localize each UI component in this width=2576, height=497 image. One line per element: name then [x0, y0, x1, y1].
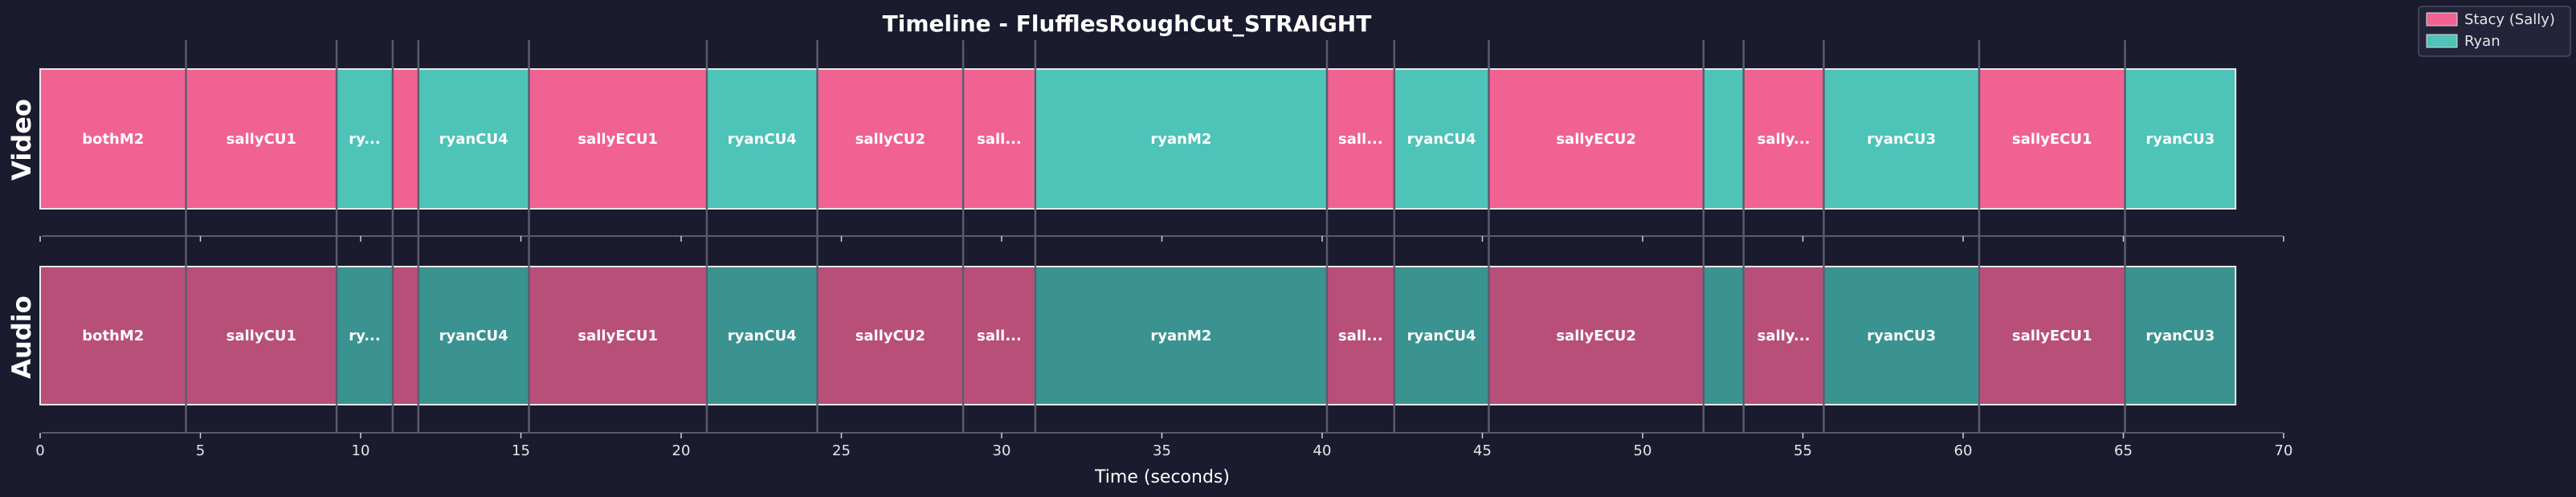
x-tick-label: 50	[1634, 442, 1652, 459]
x-axis-label: Time (seconds)	[1094, 467, 1230, 487]
video-clip-label: sall...	[977, 131, 1022, 148]
x-tick-label: 65	[2114, 442, 2133, 459]
audio-clip-label: ry...	[349, 328, 380, 344]
x-tick-label: 25	[832, 442, 851, 459]
audio-clip-sally[interactable]	[1742, 266, 1825, 405]
audio-clip-label: sallyECU1	[2012, 328, 2092, 344]
video-clip-bothM2[interactable]	[39, 68, 187, 210]
video-clip-label: sallyECU1	[2012, 131, 2092, 148]
audio-track: bothM2 sallyCU1 ry... ryanCU4 sallyECU1 ryanC…	[39, 266, 2237, 405]
audio-clip-ryanCU3[interactable]	[2124, 266, 2237, 405]
video-clip-unlabeled[interactable]	[391, 68, 419, 210]
video-clip-ryanCU3[interactable]	[2124, 68, 2237, 210]
x-tick-label: 35	[1153, 442, 1171, 459]
x-tick-label: 20	[672, 442, 691, 459]
audio-clip-sall[interactable]	[1325, 266, 1395, 405]
audio-clip-ryanCU4[interactable]	[1393, 266, 1490, 405]
audio-clip-sall[interactable]	[962, 266, 1036, 405]
video-clip-sallyCU2[interactable]	[816, 68, 965, 210]
audio-clip-label: sally...	[1757, 328, 1811, 344]
x-tick-label: 60	[1954, 442, 1973, 459]
audio-clip-ry[interactable]	[336, 266, 394, 405]
audio-clip-sallyECU2[interactable]	[1488, 266, 1704, 405]
x-tick-label: 45	[1473, 442, 1492, 459]
audio-clip-label: sall...	[1338, 328, 1383, 344]
audio-clip-label: ryanCU4	[728, 328, 797, 344]
legend-label-stacy: Stacy (Sally)	[2464, 11, 2555, 28]
legend-swatch-ryan	[2426, 34, 2458, 48]
audio-clip-ryanCU4[interactable]	[417, 266, 530, 405]
audio-clip-sallyCU2[interactable]	[816, 266, 965, 405]
video-clip-label: ryanM2	[1150, 131, 1211, 148]
video-clip-label: sallyCU1	[227, 131, 296, 148]
audio-clip-sallyCU1[interactable]	[185, 266, 338, 405]
video-clip-unlabeled[interactable]	[1702, 68, 1745, 210]
video-clip-label: bothM2	[82, 131, 144, 148]
video-clip-label: sallyECU1	[578, 131, 658, 148]
audio-clip-label: sallyCU2	[855, 328, 925, 344]
video-clip-label: ryanCU4	[1407, 131, 1476, 148]
video-clip-ryanCU3[interactable]	[1823, 68, 1980, 210]
video-clip-label: sallyECU2	[1556, 131, 1636, 148]
video-clip-ryanCU4[interactable]	[1393, 68, 1490, 210]
audio-clip-label: sallyECU1	[578, 328, 658, 344]
x-tick-label: 0	[35, 442, 44, 459]
x-tick-label: 55	[1794, 442, 1812, 459]
audio-clip-label: sall...	[977, 328, 1022, 344]
audio-clip-label: ryanCU3	[1867, 328, 1936, 344]
x-axis: 0 5 10 15 20 25 30 35 40 45 50 55 60 65 70	[35, 236, 2292, 459]
audio-clip-unlabeled[interactable]	[391, 266, 419, 405]
x-tick-label: 30	[993, 442, 1011, 459]
track-label-audio: Audio	[6, 295, 37, 378]
track-label-video: Video	[6, 99, 37, 181]
video-clip-sallyECU1[interactable]	[528, 68, 708, 210]
x-tick-label: 10	[352, 442, 370, 459]
video-clip-ryanCU4[interactable]	[705, 68, 819, 210]
x-tick-label: 5	[196, 442, 205, 459]
video-clip-label: sally...	[1757, 131, 1811, 148]
video-clip-label: ryanCU3	[2145, 131, 2215, 148]
legend: Stacy (Sally) Ryan	[2418, 6, 2571, 57]
audio-clip-ryanM2[interactable]	[1034, 266, 1328, 405]
audio-clip-unlabeled[interactable]	[1702, 266, 1745, 405]
video-clip-label: sallyCU2	[855, 131, 925, 148]
x-tick-label: 70	[2275, 442, 2293, 459]
audio-clip-bothM2[interactable]	[39, 266, 187, 405]
video-clip-label: ryanCU4	[728, 131, 797, 148]
audio-clip-label: bothM2	[82, 328, 144, 344]
audio-clip-label: ryanM2	[1150, 328, 1211, 344]
audio-clip-label: sallyECU2	[1556, 328, 1636, 344]
video-clip-label: ry...	[349, 131, 380, 148]
video-track: bothM2 sallyCU1 ry... ryanCU4 sallyECU1 ryanC…	[39, 68, 2237, 210]
video-clip-ry[interactable]	[336, 68, 394, 210]
audio-clip-label: ryanCU4	[1407, 328, 1476, 344]
legend-swatch-stacy	[2426, 12, 2458, 26]
chart-title: Timeline - FlufflesRoughCut_STRAIGHT	[883, 10, 1372, 37]
audio-clip-label: ryanCU3	[2145, 328, 2215, 344]
video-clip-sallyECU1[interactable]	[1978, 68, 2126, 210]
cut-lines	[185, 40, 2126, 433]
video-clip-ryanM2[interactable]	[1034, 68, 1328, 210]
video-clip-label: sall...	[1338, 131, 1383, 148]
audio-clip-ryanCU4[interactable]	[705, 266, 819, 405]
audio-clip-label: ryanCU4	[439, 328, 508, 344]
x-tick-label: 40	[1313, 442, 1332, 459]
video-clip-label: ryanCU4	[439, 131, 508, 148]
x-tick-label: 15	[512, 442, 530, 459]
video-clip-label: ryanCU3	[1867, 131, 1936, 148]
audio-clip-label: sallyCU1	[227, 328, 296, 344]
video-clip-ryanCU4[interactable]	[417, 68, 530, 210]
legend-label-ryan: Ryan	[2464, 33, 2500, 50]
